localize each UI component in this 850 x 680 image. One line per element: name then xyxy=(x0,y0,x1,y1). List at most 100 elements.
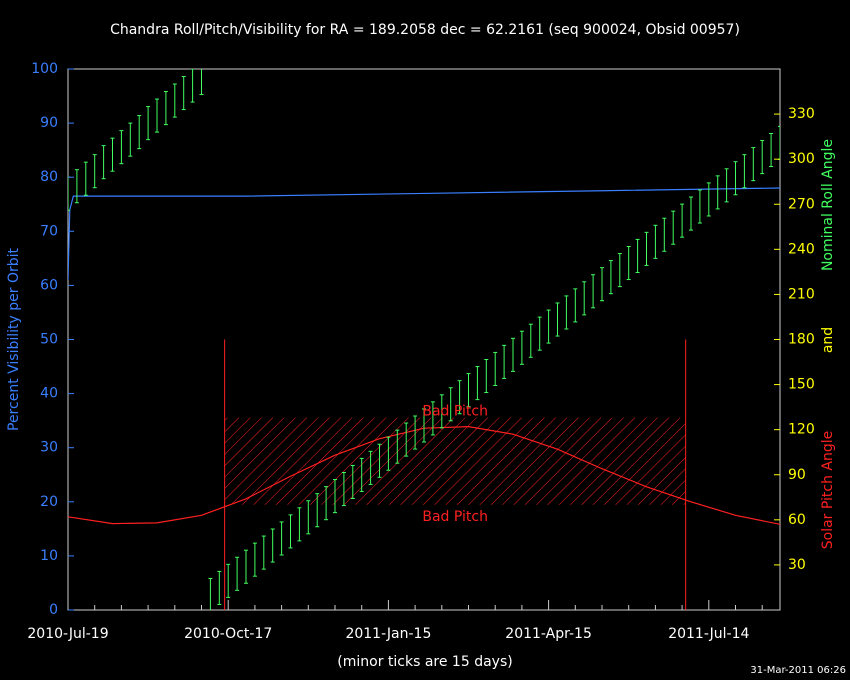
error-bar xyxy=(368,450,373,485)
error-bar xyxy=(119,130,124,165)
error-bar xyxy=(244,549,248,584)
error-bar xyxy=(315,493,320,528)
y2-tick-label: 300 xyxy=(788,151,815,167)
error-bar xyxy=(208,577,213,610)
series-line xyxy=(68,187,780,281)
x-tick-label: 2011-Apr-15 xyxy=(505,626,592,642)
error-bar xyxy=(573,288,578,323)
error-bar xyxy=(466,373,471,408)
error-bar xyxy=(279,521,284,556)
bad-pitch-label: Bad Pitch xyxy=(422,404,488,420)
error-bar xyxy=(537,316,542,351)
x-tick-label: 2010-Oct-17 xyxy=(184,626,272,642)
error-bar xyxy=(199,69,204,96)
error-bar xyxy=(733,161,738,196)
error-bar xyxy=(600,267,604,302)
y-tick-label: 100 xyxy=(31,61,58,77)
error-bar xyxy=(359,457,364,492)
error-bar xyxy=(715,175,720,210)
error-bar xyxy=(617,253,622,288)
error-bar xyxy=(333,479,337,514)
error-bar xyxy=(306,500,311,535)
error-bar xyxy=(502,344,507,379)
y-tick-label: 20 xyxy=(40,494,58,510)
x-tick-label: 2010-Jul-19 xyxy=(27,626,108,642)
error-bar xyxy=(324,486,329,521)
error-bar xyxy=(680,203,685,238)
y-tick-label: 60 xyxy=(40,277,58,293)
error-bar xyxy=(582,281,587,316)
error-bar xyxy=(377,443,382,478)
bad-pitch-label: Bad Pitch xyxy=(422,509,488,525)
y2-tick-label: 150 xyxy=(788,377,815,393)
y-tick-label: 50 xyxy=(40,332,58,348)
error-bar xyxy=(697,189,702,224)
error-bar xyxy=(742,154,747,189)
error-bar xyxy=(439,394,444,429)
error-bar xyxy=(635,238,640,273)
error-bar xyxy=(546,309,551,344)
error-bar xyxy=(555,302,560,337)
y2-tick-label: 330 xyxy=(788,106,815,122)
bad-pitch-region xyxy=(224,417,686,505)
error-bar xyxy=(591,274,596,309)
error-bar xyxy=(190,69,195,103)
y2-tick-label: 240 xyxy=(788,241,815,257)
y-tick-label: 10 xyxy=(40,548,58,564)
y-tick-label: 0 xyxy=(49,602,58,618)
error-bar xyxy=(457,380,462,415)
y-tick-label: 80 xyxy=(40,169,58,185)
error-bar xyxy=(760,140,765,175)
y2-tick-label: 90 xyxy=(788,467,806,483)
error-bar xyxy=(564,295,569,330)
y2-tick-label: 270 xyxy=(788,196,815,212)
error-bar xyxy=(413,415,418,450)
y-axis-label: Percent Visibility per Orbit xyxy=(6,247,22,431)
error-bar xyxy=(395,429,400,464)
x-axis-label: (minor ticks are 15 days) xyxy=(337,654,512,670)
error-bar xyxy=(608,260,613,295)
error-bar xyxy=(181,76,186,111)
error-bar xyxy=(769,132,774,168)
y2-tick-label: 30 xyxy=(788,557,806,573)
error-bar xyxy=(422,408,426,443)
error-bar xyxy=(341,471,346,507)
error-bar xyxy=(662,217,667,252)
error-bar xyxy=(83,161,88,196)
y2-tick-label: 120 xyxy=(788,422,815,438)
chart-title: Chandra Roll/Pitch/Visibility for RA = 1… xyxy=(110,22,740,38)
error-bar xyxy=(528,323,533,358)
error-bar xyxy=(511,337,515,372)
y-tick-label: 90 xyxy=(40,115,58,131)
y-tick-label: 70 xyxy=(40,223,58,239)
error-bar xyxy=(386,436,391,471)
y-tick-label: 40 xyxy=(40,386,58,402)
error-bar xyxy=(484,358,489,394)
error-bar xyxy=(706,182,711,217)
plot-area xyxy=(68,69,780,610)
y2-axis-label: Nominal Roll Angle xyxy=(820,139,836,271)
error-bar xyxy=(644,231,649,266)
error-bar xyxy=(128,122,133,157)
error-bar xyxy=(155,98,159,133)
error-bar xyxy=(671,210,676,245)
error-bar xyxy=(270,528,275,563)
error-bar xyxy=(261,535,266,570)
error-bar xyxy=(101,145,106,180)
x-tick-label: 2011-Jul-14 xyxy=(668,626,749,642)
y2-tick-label: 180 xyxy=(788,332,815,348)
error-bar xyxy=(146,106,151,141)
error-bar xyxy=(493,351,498,386)
y-tick-label: 30 xyxy=(40,440,58,456)
error-bar xyxy=(430,401,435,436)
error-bar xyxy=(724,168,729,203)
error-bar xyxy=(235,556,240,591)
error-bar xyxy=(350,464,355,499)
timestamp: 31-Mar-2011 06:26 xyxy=(750,665,846,676)
y2-tick-label: 210 xyxy=(788,286,815,302)
error-bar xyxy=(751,147,756,182)
error-bar xyxy=(288,514,293,549)
